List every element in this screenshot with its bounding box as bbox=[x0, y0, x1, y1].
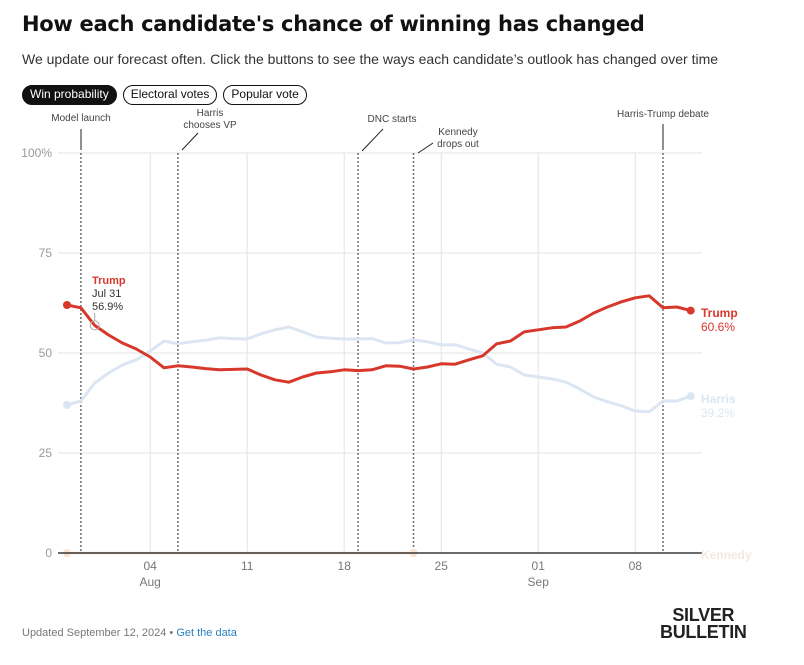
end-label-name-harris: Harris bbox=[701, 392, 736, 406]
annotation-leader-line bbox=[181, 132, 199, 151]
y-tick-label: 50 bbox=[39, 346, 53, 360]
annotation-label: Harris bbox=[197, 108, 224, 119]
annotation-label: Kennedy bbox=[438, 127, 477, 138]
electoral-votes-button[interactable]: Electoral votes bbox=[122, 85, 218, 105]
y-tick-label: 100% bbox=[21, 146, 52, 160]
end-label-value-trump: 60.6% bbox=[701, 320, 735, 334]
annotation-label: drops out bbox=[437, 139, 479, 150]
logo-line-1: SILVER bbox=[672, 605, 735, 625]
end-label-value-harris: 39.2% bbox=[701, 406, 735, 420]
series-end-point-trump bbox=[686, 306, 695, 315]
chart-title: How each candidate's chance of winning h… bbox=[22, 12, 645, 36]
hover-point-marker bbox=[89, 320, 100, 331]
x-tick-month-label: Aug bbox=[139, 575, 160, 589]
y-tick-label: 75 bbox=[39, 246, 53, 260]
series-lines bbox=[63, 294, 695, 557]
x-tick-label: 08 bbox=[629, 559, 643, 573]
tooltip-value: 56.9% bbox=[92, 301, 123, 313]
series-start-point-trump bbox=[63, 301, 71, 309]
get-the-data-link[interactable]: Get the data bbox=[176, 627, 237, 639]
series-line-trump bbox=[65, 294, 693, 384]
annotation-label: chooses VP bbox=[183, 120, 237, 131]
footer-separator: • bbox=[169, 627, 174, 639]
tooltip-date: Jul 31 bbox=[92, 288, 121, 300]
annotation-label: Harris-Trump debate bbox=[617, 109, 709, 120]
axes: 100% 75 50 25 0 04 Aug 11 18 25 01 Sep 08 bbox=[21, 146, 702, 589]
hover-tooltip: Trump Jul 31 56.9% bbox=[89, 275, 126, 331]
x-tick-label: 04 bbox=[143, 559, 157, 573]
annotation-leader-line bbox=[417, 142, 434, 154]
y-tick-label: 0 bbox=[45, 546, 52, 560]
x-tick-month-label: Sep bbox=[528, 575, 550, 589]
footer: Updated September 12, 2024 • Get the dat… bbox=[22, 627, 237, 639]
series-end-point-harris bbox=[686, 392, 695, 401]
silver-bulletin-logo: SILVER BULLETIN bbox=[660, 605, 747, 642]
x-tick-label: 18 bbox=[338, 559, 352, 573]
updated-timestamp: Updated September 12, 2024 bbox=[22, 627, 167, 639]
metric-toggle-group: Win probability Electoral votes Popular … bbox=[22, 85, 307, 105]
grid bbox=[58, 152, 702, 553]
popular-vote-button[interactable]: Popular vote bbox=[223, 85, 307, 105]
series-start-point-harris bbox=[63, 401, 71, 409]
annotation-label: Model launch bbox=[51, 113, 110, 124]
win-probability-button[interactable]: Win probability bbox=[22, 85, 117, 105]
annotation-leader-line bbox=[361, 128, 384, 152]
tooltip-candidate-name: Trump bbox=[92, 275, 126, 287]
end-label-name-trump: Trump bbox=[701, 306, 738, 320]
logo-line-2: BULLETIN bbox=[660, 622, 747, 642]
annotation-label: DNC starts bbox=[368, 114, 417, 125]
end-label-name-kennedy: Kennedy bbox=[701, 548, 752, 562]
x-tick-label: 01 bbox=[532, 559, 546, 573]
y-tick-label: 25 bbox=[39, 446, 53, 460]
chart-subtitle: We update our forecast often. Click the … bbox=[22, 51, 719, 67]
x-tick-label: 25 bbox=[435, 559, 449, 573]
x-tick-label: 11 bbox=[241, 559, 254, 573]
series-line-harris bbox=[65, 325, 693, 414]
